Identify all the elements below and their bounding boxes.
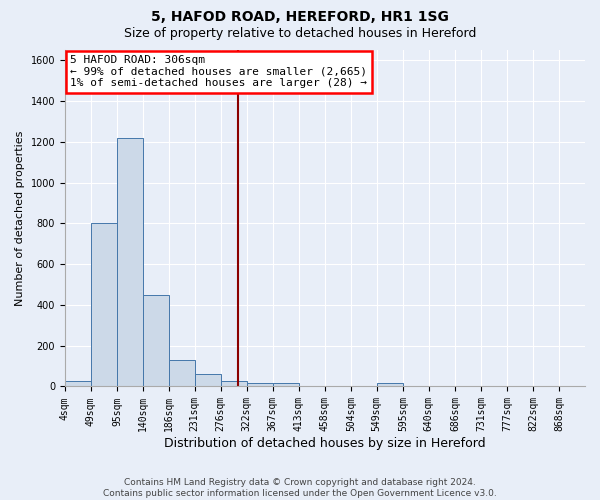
Text: Size of property relative to detached houses in Hereford: Size of property relative to detached ho… <box>124 28 476 40</box>
Text: 5, HAFOD ROAD, HEREFORD, HR1 1SG: 5, HAFOD ROAD, HEREFORD, HR1 1SG <box>151 10 449 24</box>
Bar <box>143 294 169 386</box>
Bar <box>65 382 91 386</box>
Bar <box>247 384 272 386</box>
X-axis label: Distribution of detached houses by size in Hereford: Distribution of detached houses by size … <box>164 437 486 450</box>
Y-axis label: Number of detached properties: Number of detached properties <box>15 130 25 306</box>
Bar <box>221 382 247 386</box>
Bar <box>91 224 117 386</box>
Bar <box>377 384 403 386</box>
Text: Contains HM Land Registry data © Crown copyright and database right 2024.
Contai: Contains HM Land Registry data © Crown c… <box>103 478 497 498</box>
Bar <box>117 138 143 386</box>
Text: 5 HAFOD ROAD: 306sqm
← 99% of detached houses are smaller (2,665)
1% of semi-det: 5 HAFOD ROAD: 306sqm ← 99% of detached h… <box>70 55 367 88</box>
Bar <box>169 360 195 386</box>
Bar <box>195 374 221 386</box>
Bar <box>272 384 299 386</box>
